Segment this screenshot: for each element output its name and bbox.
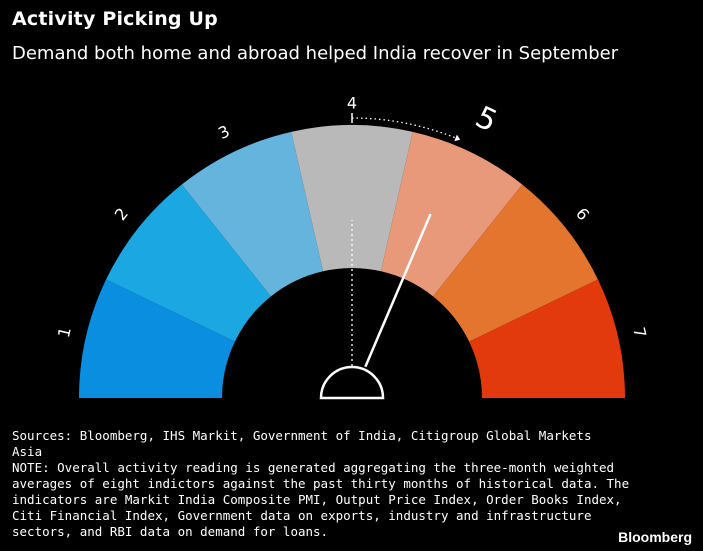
gauge-segment-3 xyxy=(181,131,324,297)
note-line-5: sectors, and RBI data on demand for loan… xyxy=(12,524,329,539)
chart-title: Activity Picking Up xyxy=(12,8,218,30)
note-line-4: Citi Financial Index, Government data on… xyxy=(12,508,592,523)
gauge-segment-2 xyxy=(106,184,271,342)
sources-line-1: Sources: Bloomberg, IHS Markit, Governme… xyxy=(12,428,592,443)
gauge-segment-5 xyxy=(380,131,523,297)
gauge-segment-4 xyxy=(291,125,413,272)
current-reading-arrowhead xyxy=(454,134,461,142)
gauge-needle xyxy=(364,213,432,368)
bloomberg-logo: Bloomberg xyxy=(618,529,692,545)
gauge-chart: 1 2 3 4 5 6 7 xyxy=(54,94,650,400)
notes-block: Sources: Bloomberg, IHS Markit, Governme… xyxy=(12,428,630,540)
note-line-2: averages of eight indictors against the … xyxy=(12,476,630,491)
gauge-label-5: 5 xyxy=(470,100,502,140)
gauge-segment-1 xyxy=(79,279,235,398)
gauge-label-1: 1 xyxy=(54,325,75,339)
sources-line-2: Asia xyxy=(12,444,43,459)
gauge-label-2: 2 xyxy=(111,204,132,224)
gauge-label-7: 7 xyxy=(629,325,650,339)
gauge-label-6: 6 xyxy=(572,204,593,224)
gauge-segment-7 xyxy=(469,279,625,398)
gauge-hub xyxy=(319,365,385,400)
gauge-label-3: 3 xyxy=(215,121,232,143)
gauge-label-4: 4 xyxy=(347,94,357,113)
gauge-segment-6 xyxy=(433,184,598,342)
note-line-3: indicators are Markit India Composite PM… xyxy=(12,492,622,507)
chart-subtitle: Demand both home and abroad helped India… xyxy=(12,43,619,64)
note-line-1: NOTE: Overall activity reading is genera… xyxy=(12,460,615,475)
